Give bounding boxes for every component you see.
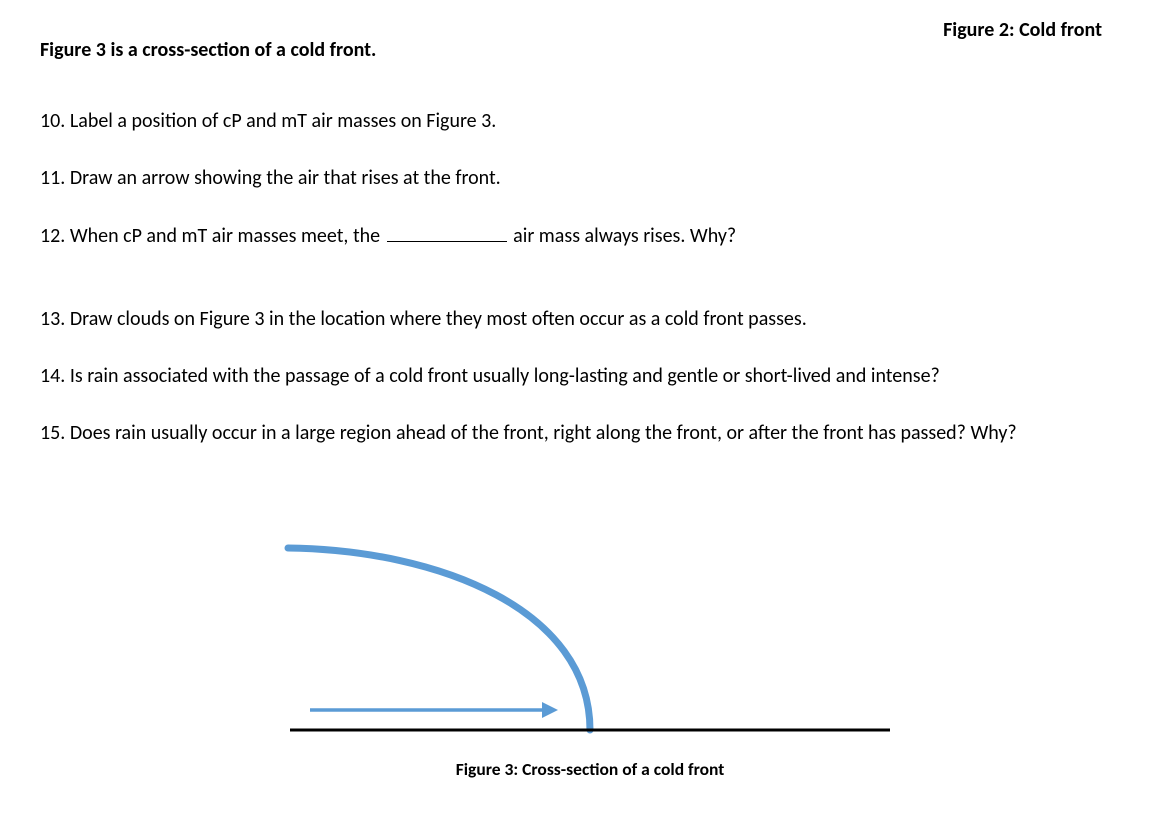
question-15: 15. Does rain usually occur in a large r…	[40, 420, 1114, 447]
figure-3-diagram: Figure 3: Cross-section of a cold front	[280, 540, 900, 780]
motion-arrow-head	[542, 702, 558, 718]
question-10: 10. Label a position of cP and mT air ma…	[40, 108, 1114, 135]
question-13: 13. Draw clouds on Figure 3 in the locat…	[40, 306, 1114, 333]
question-11: 11. Draw an arrow showing the air that r…	[40, 165, 1114, 192]
questions-block: 10. Label a position of cP and mT air ma…	[40, 108, 1114, 477]
question-12-post: air mass always rises. Why?	[509, 224, 737, 248]
fill-in-blank[interactable]	[387, 222, 507, 242]
question-12: 12. When cP and mT air masses meet, the …	[40, 222, 1114, 250]
figure-3-caption: Figure 3: Cross-section of a cold front	[280, 758, 900, 780]
figure-3-intro: Figure 3 is a cross-section of a cold fr…	[40, 38, 376, 62]
question-14: 14. Is rain associated with the passage …	[40, 363, 1114, 390]
question-12-pre: 12. When cP and mT air masses meet, the	[40, 224, 385, 248]
figure-2-label: Figure 2: Cold front	[943, 18, 1102, 42]
cold-front-curve	[288, 548, 590, 730]
cold-front-cross-section-svg	[280, 540, 900, 740]
